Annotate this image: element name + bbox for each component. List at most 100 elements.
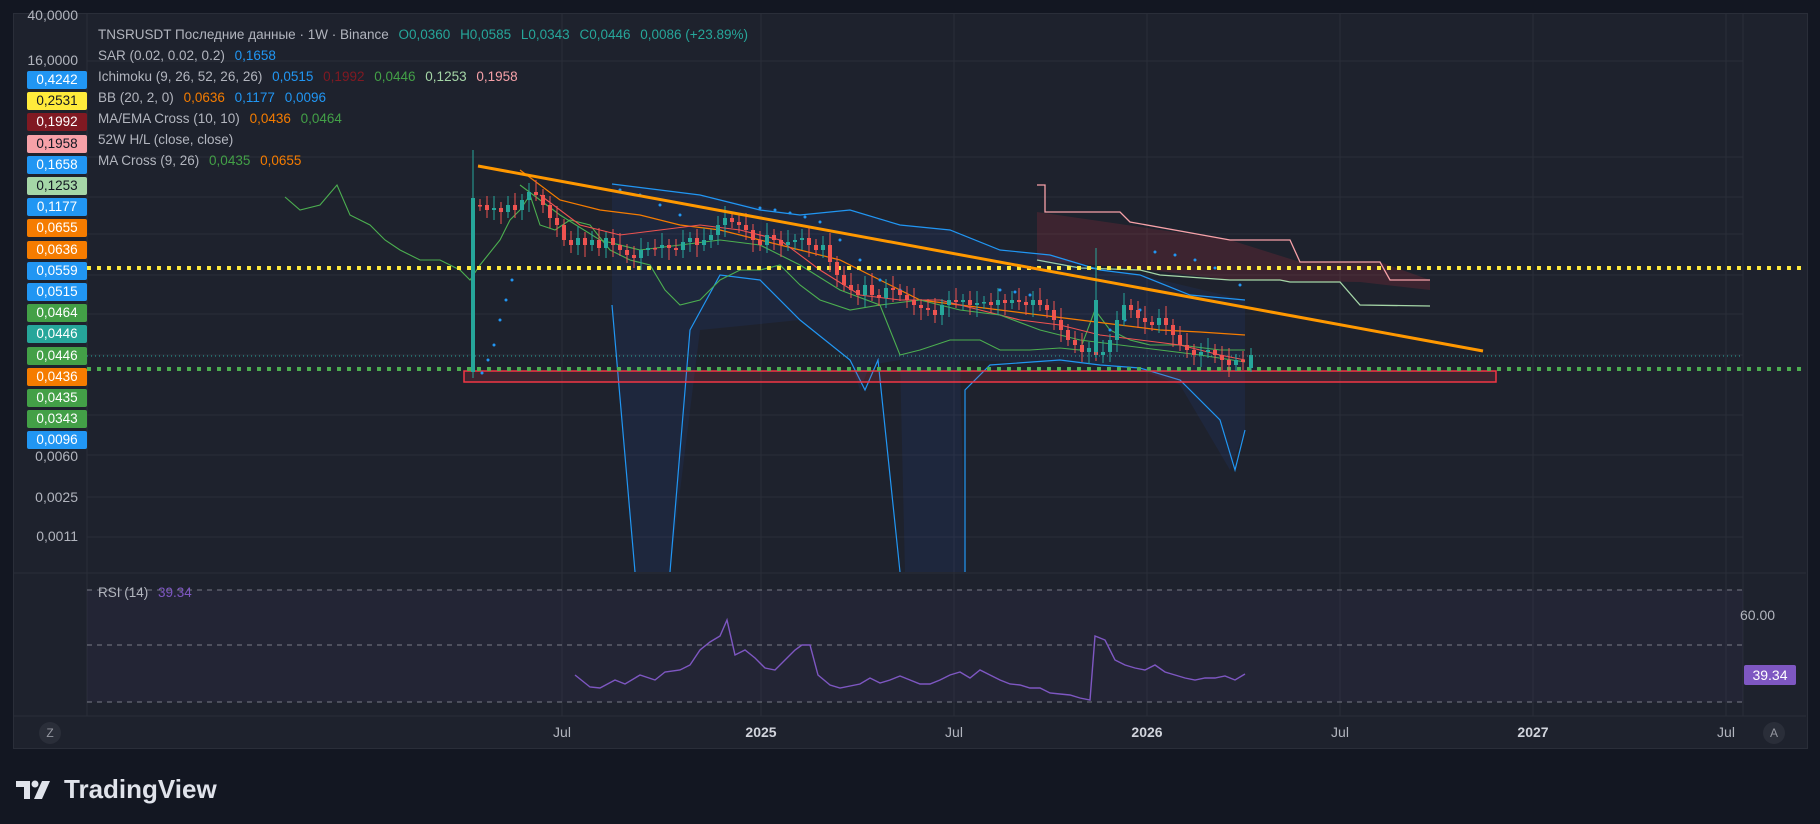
price-axis-label: 16,0000 (27, 52, 78, 68)
indicator-legend: TNSRUSDT Последние данные · 1W · Binance… (98, 24, 754, 171)
candle-body (1066, 330, 1070, 340)
legend-ichimoku[interactable]: Ichimoku (9, 26, 52, 26, 26) 0,0515 0,19… (98, 66, 754, 87)
price-tag: 0,4242 (27, 71, 87, 89)
candle-body (590, 240, 594, 245)
candle-body (1249, 355, 1253, 368)
candle-body (646, 248, 650, 250)
candle-body (849, 285, 853, 290)
candle-body (1136, 310, 1140, 318)
legend-ma-ema[interactable]: MA/EMA Cross (10, 10) 0,0436 0,0464 (98, 108, 754, 129)
candle-body (1192, 350, 1196, 355)
time-axis-label: Jul (945, 724, 963, 740)
candle-body (1108, 340, 1112, 352)
bb-lower-b (669, 274, 901, 573)
ichimoku-value-4: 0,1253 (425, 69, 467, 84)
candle-body (569, 240, 573, 245)
candle-body (884, 288, 888, 298)
price-tag: 0,2531 (27, 92, 87, 111)
ichimoku-value-5: 0,1958 (476, 69, 518, 84)
legend-main[interactable]: TNSRUSDT Последние данные · 1W · Binance… (98, 24, 754, 45)
candle-body (1220, 355, 1224, 360)
legend-52w[interactable]: 52W H/L (close, close) (98, 129, 754, 150)
candle-body (786, 242, 790, 245)
legend-sar[interactable]: SAR (0.02, 0.02, 0.2) 0,1658 (98, 45, 754, 66)
ichimoku-cloud (1037, 212, 1430, 290)
ma-cross-value-1: 0,0435 (209, 153, 251, 168)
candle-body (1052, 310, 1056, 320)
auto-scale-button[interactable]: A (1763, 722, 1785, 744)
trend-line[interactable] (477, 164, 1484, 353)
candle-body (1101, 352, 1105, 355)
candle-body (1115, 320, 1119, 340)
sar-dots (480, 188, 1242, 375)
tradingview-brand[interactable]: TradingView (16, 774, 217, 805)
candle-body (926, 308, 930, 310)
legend-bb[interactable]: BB (20, 2, 0) 0,0636 0,1177 0,0096 (98, 87, 754, 108)
candle-body (674, 248, 678, 250)
candle-body (1213, 350, 1217, 355)
candle-body (1003, 300, 1007, 303)
price-tag: 0,0343 (27, 410, 87, 429)
ma-cross-value-2: 0,0655 (260, 153, 302, 168)
price-tag: 0,1992 (27, 113, 87, 132)
candle-body (821, 245, 825, 250)
candle-body (576, 238, 580, 245)
ichimoku-value-2: 0,1992 (323, 69, 365, 84)
ichimoku-span-b (1037, 184, 1430, 281)
grid (14, 14, 1806, 717)
close-value: C0,0446 (579, 27, 631, 42)
candle-body (898, 290, 902, 295)
rsi-legend-value: 39.34 (158, 585, 192, 600)
tradingview-logo-icon (16, 780, 50, 799)
candle-body (597, 240, 601, 248)
price-tag: 0,0446 (27, 325, 87, 344)
bb-value-1: 0,0636 (183, 90, 225, 105)
candle-body (1017, 300, 1021, 302)
candle-body (506, 205, 510, 212)
candle-body (1038, 300, 1042, 305)
candle-body (485, 205, 489, 210)
rsi-line (574, 617, 1246, 701)
rsi-legend[interactable]: RSI (14) 39.34 (98, 585, 192, 600)
rsi-value-tag: 39.34 (1744, 665, 1796, 685)
candle-body (1080, 345, 1084, 352)
price-tag: 0,0464 (27, 304, 87, 323)
candle-body (625, 250, 629, 255)
candle-body (709, 235, 713, 240)
candle-body (583, 238, 587, 245)
candle-body (639, 250, 643, 258)
price-axis-label: 0,0025 (35, 489, 78, 505)
candle-body (1227, 360, 1231, 365)
candle-body (653, 248, 657, 250)
candle-body (1171, 325, 1175, 335)
zoom-button[interactable]: Z (39, 722, 61, 744)
candle-body (870, 285, 874, 295)
candle-body (905, 295, 909, 300)
ichimoku-value-3: 0,0446 (374, 69, 416, 84)
candle-body (527, 192, 531, 200)
candle-body (891, 288, 895, 290)
candle-body (632, 255, 636, 258)
change-value: 0,0086 (+23.89%) (640, 27, 748, 42)
bb-upper (611, 183, 1246, 301)
candle-body (968, 300, 972, 305)
price-tag: 0,1958 (27, 134, 87, 153)
candle-body (492, 208, 496, 210)
candle-body (478, 205, 482, 207)
candle-body (912, 300, 916, 305)
sar-value: 0,1658 (234, 48, 276, 63)
price-axis-label: 40,0000 (27, 7, 78, 23)
candle-body (835, 262, 839, 275)
candle-body (667, 245, 671, 248)
ma-cross-label: MA Cross (9, 26) (98, 153, 200, 168)
candle-body (1094, 300, 1098, 352)
price-tag: 0,0636 (27, 240, 87, 259)
candle-body (1199, 352, 1203, 355)
candle-body (716, 225, 720, 235)
legend-ma-cross[interactable]: MA Cross (9, 26) 0,0435 0,0655 (98, 150, 754, 171)
candle-body (702, 240, 706, 245)
sar-label: SAR (0.02, 0.02, 0.2) (98, 48, 225, 63)
rsi-band (87, 590, 1743, 702)
ma-ema-value-2: 0,0464 (300, 111, 342, 126)
